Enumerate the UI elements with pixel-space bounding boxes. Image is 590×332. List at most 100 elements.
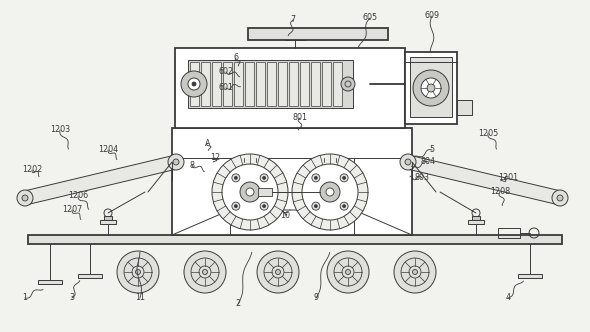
Bar (289, 62, 298, 106)
Text: 1208: 1208 (490, 188, 510, 197)
Bar (38, 280, 62, 284)
Circle shape (188, 78, 200, 90)
Bar (333, 62, 342, 106)
Circle shape (413, 70, 449, 106)
Circle shape (117, 251, 159, 293)
Circle shape (427, 84, 435, 92)
Circle shape (340, 174, 348, 182)
Circle shape (412, 270, 418, 275)
Text: 1201: 1201 (498, 173, 518, 182)
Text: 804: 804 (421, 157, 435, 167)
Bar (104, 216, 112, 220)
Bar (188, 60, 353, 108)
Bar (248, 28, 388, 40)
Text: 1203: 1203 (50, 125, 70, 134)
Text: 2: 2 (235, 299, 241, 308)
Circle shape (257, 251, 299, 293)
Circle shape (181, 71, 207, 97)
Text: 9: 9 (313, 293, 319, 302)
Text: 10: 10 (280, 210, 290, 219)
Circle shape (222, 164, 278, 220)
Bar (258, 188, 272, 196)
Circle shape (394, 251, 436, 293)
Polygon shape (407, 155, 562, 205)
Bar (410, 57, 452, 117)
Circle shape (340, 202, 348, 210)
Text: 609: 609 (424, 12, 440, 21)
Text: 1204: 1204 (98, 145, 118, 154)
Text: 11: 11 (135, 293, 145, 302)
Circle shape (263, 205, 266, 208)
Circle shape (240, 182, 260, 202)
Text: 7: 7 (290, 16, 296, 25)
Circle shape (168, 154, 184, 170)
Bar (518, 274, 542, 278)
Text: 5: 5 (430, 145, 435, 154)
Circle shape (232, 202, 240, 210)
Circle shape (173, 159, 179, 165)
Bar (212, 62, 221, 106)
Circle shape (314, 176, 317, 179)
Polygon shape (24, 155, 178, 205)
Bar (405, 52, 457, 124)
Text: 602: 602 (218, 67, 234, 76)
Circle shape (212, 154, 288, 230)
Text: 801: 801 (293, 114, 307, 123)
Text: 1205: 1205 (478, 128, 498, 137)
Bar (322, 62, 331, 106)
Bar (28, 235, 562, 244)
Circle shape (202, 270, 208, 275)
Text: 1206: 1206 (68, 192, 88, 201)
Bar (190, 62, 199, 106)
Bar (472, 216, 480, 220)
Circle shape (400, 154, 416, 170)
Bar (278, 62, 287, 106)
Text: 1202: 1202 (22, 165, 42, 175)
Bar (245, 62, 254, 106)
Bar (234, 62, 243, 106)
Circle shape (343, 205, 346, 208)
Circle shape (192, 82, 196, 86)
Circle shape (405, 159, 411, 165)
Text: 12: 12 (210, 153, 220, 162)
Bar (172, 128, 412, 235)
Circle shape (260, 202, 268, 210)
Circle shape (346, 270, 350, 275)
Circle shape (276, 270, 280, 275)
Circle shape (234, 205, 237, 208)
Bar (256, 62, 265, 106)
Circle shape (312, 174, 320, 182)
Text: 3: 3 (70, 293, 74, 302)
Text: 601: 601 (218, 84, 234, 93)
Circle shape (557, 195, 563, 201)
Text: 605: 605 (362, 14, 378, 23)
Circle shape (312, 202, 320, 210)
Bar (311, 62, 320, 106)
Circle shape (302, 164, 358, 220)
Circle shape (327, 251, 369, 293)
Bar (457, 100, 472, 115)
Circle shape (343, 176, 346, 179)
Bar (498, 228, 520, 238)
Text: 6: 6 (234, 53, 238, 62)
Circle shape (326, 188, 334, 196)
Bar (100, 220, 116, 224)
Circle shape (292, 154, 368, 230)
Bar (300, 62, 309, 106)
Circle shape (314, 205, 317, 208)
Circle shape (263, 176, 266, 179)
Bar (223, 62, 232, 106)
Circle shape (260, 174, 268, 182)
Circle shape (232, 174, 240, 182)
Bar (468, 220, 484, 224)
Bar (267, 62, 276, 106)
Text: 1207: 1207 (62, 206, 82, 214)
Circle shape (552, 190, 568, 206)
Circle shape (234, 176, 237, 179)
Text: 1: 1 (22, 293, 28, 302)
Circle shape (17, 190, 33, 206)
Bar (175, 48, 405, 128)
Text: 4: 4 (506, 293, 510, 302)
Circle shape (22, 195, 28, 201)
Circle shape (421, 78, 441, 98)
